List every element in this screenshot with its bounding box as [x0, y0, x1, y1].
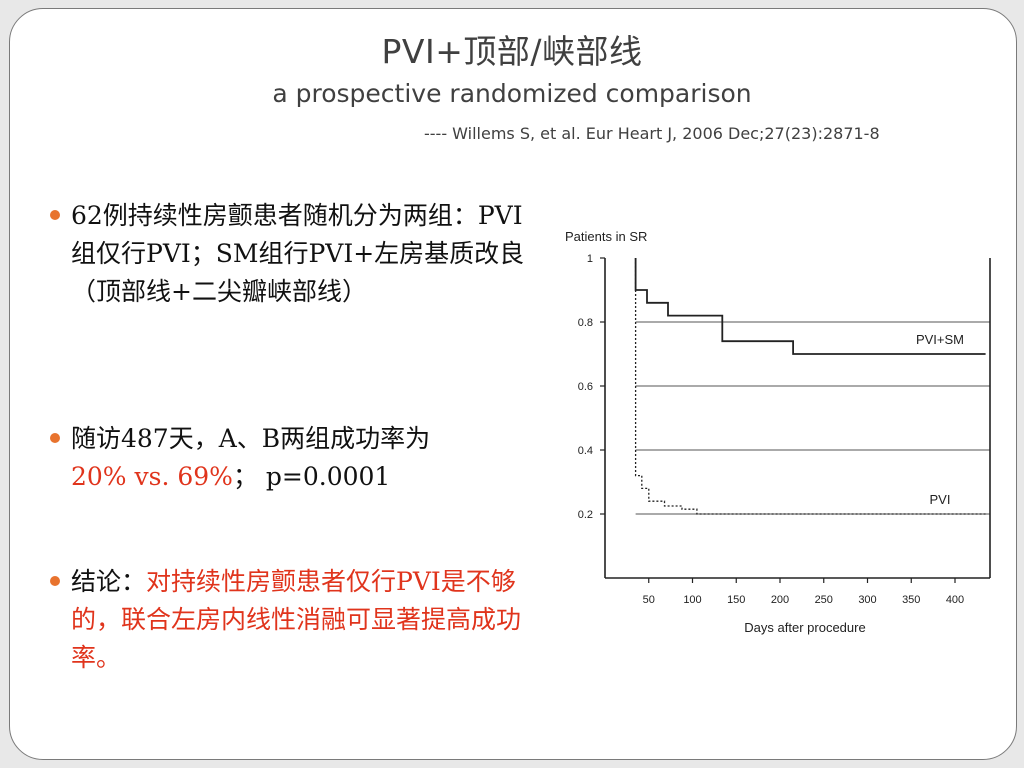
- bullet-text: 随访487天，A、B两组成功率为 20% vs. 69%； p=0.0001: [71, 420, 538, 496]
- bullet-text-main: 随访487天，A、B两组成功率为: [71, 424, 431, 453]
- y-tick-label: 0.4: [578, 445, 593, 457]
- slide-subtitle: a prospective randomized comparison: [272, 79, 752, 108]
- p-value-text: ； p=0.0001: [232, 462, 391, 491]
- bullet-dot-icon: [50, 210, 60, 220]
- conclusion-highlight: 对持续性房颤患者仅行PVI是不够的，联合左房内线性消融可显著提高成功率。: [71, 567, 522, 672]
- success-rate-highlight: 20% vs. 69%: [71, 462, 233, 491]
- x-tick-label: 350: [902, 594, 920, 606]
- y-tick-label: 0.6: [578, 381, 593, 393]
- series-label-pvi-sm: PVI+SM: [916, 332, 964, 347]
- x-tick-label: 100: [683, 594, 701, 606]
- bullet-item-1: 62例持续性房颤患者随机分为两组：PVI组仅行PVI；SM组行PVI+左房基质改…: [50, 197, 538, 311]
- bullet-dot-icon: [50, 433, 60, 443]
- x-tick-label: 300: [858, 594, 876, 606]
- x-tick-label: 50: [643, 594, 655, 606]
- series-line-pvi-sm: [634, 258, 986, 355]
- bullet-item-3: 结论：对持续性房颤患者仅行PVI是不够的，联合左房内线性消融可显著提高成功率。: [50, 563, 538, 677]
- slide-title: PVI+顶部/峡部线: [381, 32, 643, 71]
- conclusion-label: 结论：: [71, 567, 147, 596]
- y-tick-label: 0.8: [578, 317, 593, 329]
- citation: ---- Willems S, et al. Eur Heart J, 2006…: [424, 124, 880, 143]
- y-tick-label: 0.2: [578, 509, 593, 521]
- x-tick-label: 250: [815, 594, 833, 606]
- chart-ylabel: Patients in SR: [565, 229, 647, 244]
- slide-frame: [9, 8, 1017, 760]
- x-tick-label: 400: [946, 594, 964, 606]
- bullet-text: 结论：对持续性房颤患者仅行PVI是不够的，联合左房内线性消融可显著提高成功率。: [71, 563, 538, 677]
- x-tick-label: 200: [771, 594, 789, 606]
- x-tick-label: 150: [727, 594, 745, 606]
- series-label-pvi: PVI: [930, 492, 951, 507]
- bullet-text: 62例持续性房颤患者随机分为两组：PVI组仅行PVI；SM组行PVI+左房基质改…: [71, 201, 525, 306]
- chart-xlabel: Days after procedure: [744, 620, 865, 635]
- y-tick-label: 1: [587, 253, 593, 265]
- bullet-dot-icon: [50, 576, 60, 586]
- series-line-pvi: [634, 258, 986, 515]
- bullet-item-2: 随访487天，A、B两组成功率为 20% vs. 69%； p=0.0001: [50, 420, 538, 496]
